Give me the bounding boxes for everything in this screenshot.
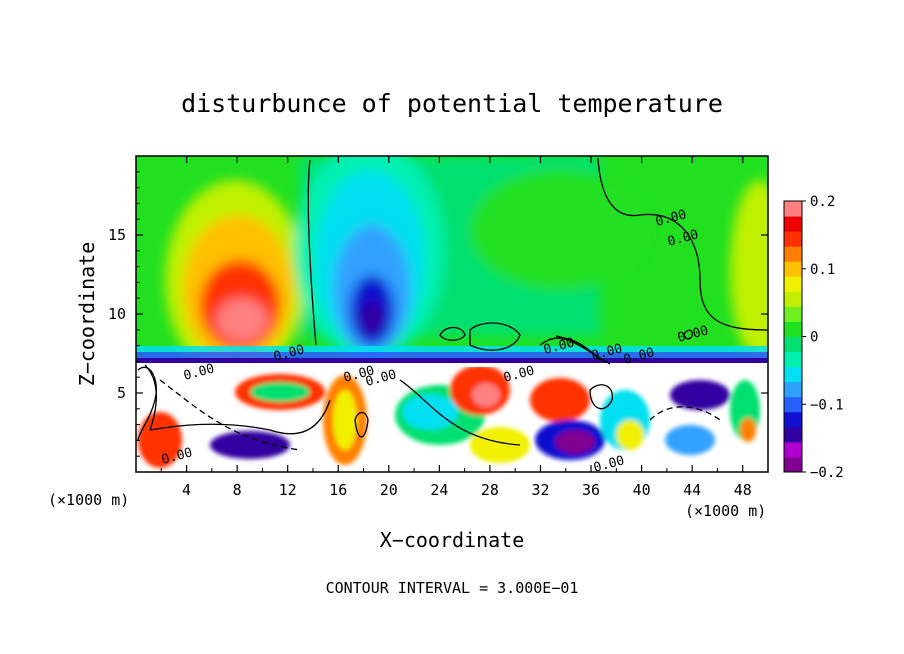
x-unit-right: (×1000 m) bbox=[685, 502, 766, 520]
x-tick-label: 44 bbox=[683, 481, 701, 499]
contour-line bbox=[354, 411, 369, 438]
colorbar-swatch bbox=[784, 201, 802, 217]
field-region bbox=[470, 427, 530, 463]
colorbar-swatch bbox=[784, 426, 802, 443]
field-region bbox=[136, 346, 768, 352]
x-unit-left: (×1000 m) bbox=[48, 491, 129, 509]
chart-title: disturbunce of potential temperature bbox=[181, 89, 723, 118]
colorbar-swatch bbox=[784, 441, 802, 458]
field-region bbox=[136, 352, 768, 358]
colorbar-swatch bbox=[784, 366, 802, 383]
y-tick-label: 5 bbox=[117, 384, 126, 402]
field-region bbox=[250, 382, 310, 402]
contour-line bbox=[439, 326, 466, 341]
field-region bbox=[136, 358, 768, 363]
field-region bbox=[472, 383, 500, 407]
colorbar-swatch bbox=[784, 246, 802, 262]
field-region bbox=[730, 180, 768, 360]
x-tick-label: 20 bbox=[380, 481, 398, 499]
field-region bbox=[530, 378, 590, 422]
x-tick-label: 16 bbox=[329, 481, 347, 499]
x-tick-label: 4 bbox=[182, 481, 191, 499]
field-region bbox=[740, 418, 756, 442]
plot-area bbox=[136, 156, 768, 472]
colorbar-swatch bbox=[784, 321, 802, 337]
contour-line bbox=[469, 322, 521, 351]
colorbar-swatch bbox=[784, 336, 802, 353]
field-region bbox=[616, 420, 644, 450]
field-region bbox=[670, 380, 730, 410]
field-region bbox=[402, 394, 458, 430]
colorbar-tick-label: 0.1 bbox=[810, 262, 835, 278]
field-region bbox=[333, 390, 357, 450]
y-tick-label: 15 bbox=[108, 226, 126, 244]
x-tick-label: 28 bbox=[481, 481, 499, 499]
colorbar-tick-label: 0.2 bbox=[810, 194, 835, 210]
contour-line bbox=[555, 335, 611, 365]
colorbar-swatch bbox=[784, 231, 802, 247]
field-region bbox=[470, 170, 650, 290]
field-region bbox=[360, 300, 384, 336]
x-tick-label: 8 bbox=[233, 481, 242, 499]
contour-line bbox=[307, 159, 317, 346]
colorbar-swatch bbox=[784, 411, 802, 428]
contour-line bbox=[589, 384, 613, 410]
colorbar-swatch bbox=[784, 276, 802, 292]
colorbar-swatch bbox=[784, 456, 802, 473]
colorbar-tick-label: −0.2 bbox=[810, 465, 844, 481]
x-tick-label: 12 bbox=[279, 481, 297, 499]
colorbar-swatch bbox=[784, 396, 802, 413]
colorbar-tick-label: 0 bbox=[810, 330, 818, 346]
field-region bbox=[216, 298, 268, 342]
field-region bbox=[555, 430, 595, 454]
contour-line bbox=[597, 157, 768, 331]
x-axis-label: X−coordinate bbox=[380, 528, 525, 552]
colorbar-swatch bbox=[784, 381, 802, 398]
x-tick-label: 40 bbox=[633, 481, 651, 499]
y-tick-label: 10 bbox=[108, 305, 126, 323]
colorbar-swatch bbox=[784, 216, 802, 232]
field-region bbox=[210, 431, 290, 459]
colorbar-swatch bbox=[784, 261, 802, 277]
field-region bbox=[138, 412, 182, 468]
contour-interval-note: CONTOUR INTERVAL = 3.000E−01 bbox=[326, 579, 579, 597]
x-tick-label: 36 bbox=[582, 481, 600, 499]
field-region bbox=[665, 425, 715, 455]
colorbar-swatch bbox=[784, 306, 802, 322]
x-tick-label: 24 bbox=[430, 481, 448, 499]
contour-line bbox=[149, 399, 331, 435]
contour-line bbox=[683, 329, 694, 340]
colorbar-swatch bbox=[784, 351, 802, 368]
colorbar-tick-label: −0.1 bbox=[810, 397, 844, 413]
contour-line bbox=[144, 364, 157, 431]
y-axis-label: Z−coordinate bbox=[75, 242, 99, 387]
x-tick-label: 48 bbox=[734, 481, 752, 499]
colorbar-swatch bbox=[784, 291, 802, 307]
contour-line bbox=[399, 379, 521, 446]
x-tick-label: 32 bbox=[531, 481, 549, 499]
contour-line bbox=[159, 379, 301, 451]
field-region bbox=[136, 363, 768, 367]
